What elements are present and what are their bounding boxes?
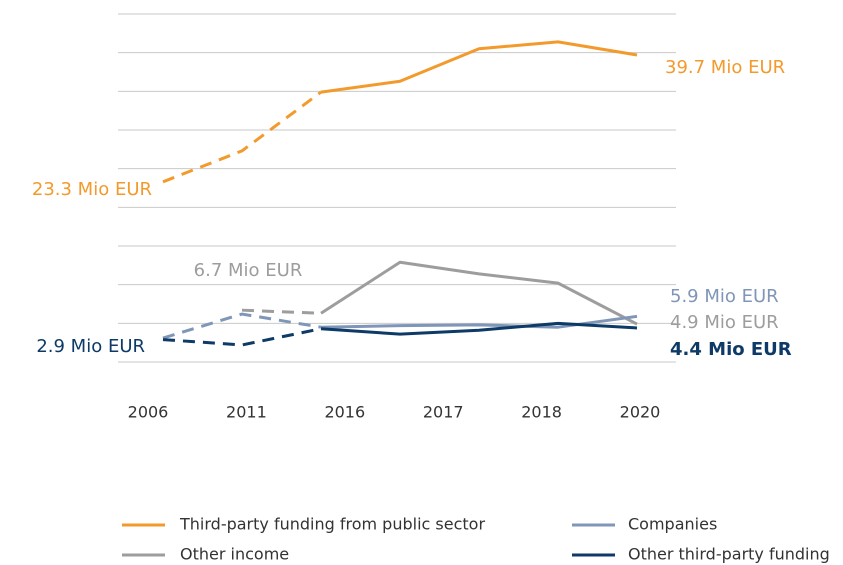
legend-label: Other income [180, 545, 289, 564]
series-line [320, 260, 638, 326]
data-label: 6.7 Mio EUR [194, 260, 303, 281]
series-line [320, 321, 638, 336]
series-line [320, 40, 638, 94]
series-line [241, 308, 322, 315]
x-tick-label: 2006 [128, 403, 169, 422]
x-tick-label: 2011 [226, 403, 267, 422]
data-label: 4.9 Mio EUR [670, 312, 779, 333]
data-label: 23.3 Mio EUR [32, 179, 152, 200]
data-label: 5.9 Mio EUR [670, 286, 779, 307]
series-line [162, 90, 322, 184]
series-line [162, 327, 322, 347]
data-label: 39.7 Mio EUR [665, 57, 785, 78]
data-label: 4.4 Mio EUR [670, 339, 792, 360]
x-tick-label: 2020 [620, 403, 661, 422]
series-line [162, 312, 322, 340]
x-tick-label: 2016 [324, 403, 365, 422]
legend-label: Other third-party funding [628, 545, 830, 564]
x-tick-label: 2018 [521, 403, 562, 422]
legend-label: Companies [628, 515, 717, 534]
x-tick-label: 2017 [423, 403, 464, 422]
data-label: 2.9 Mio EUR [36, 336, 145, 357]
legend-label: Third-party funding from public sector [179, 515, 485, 534]
